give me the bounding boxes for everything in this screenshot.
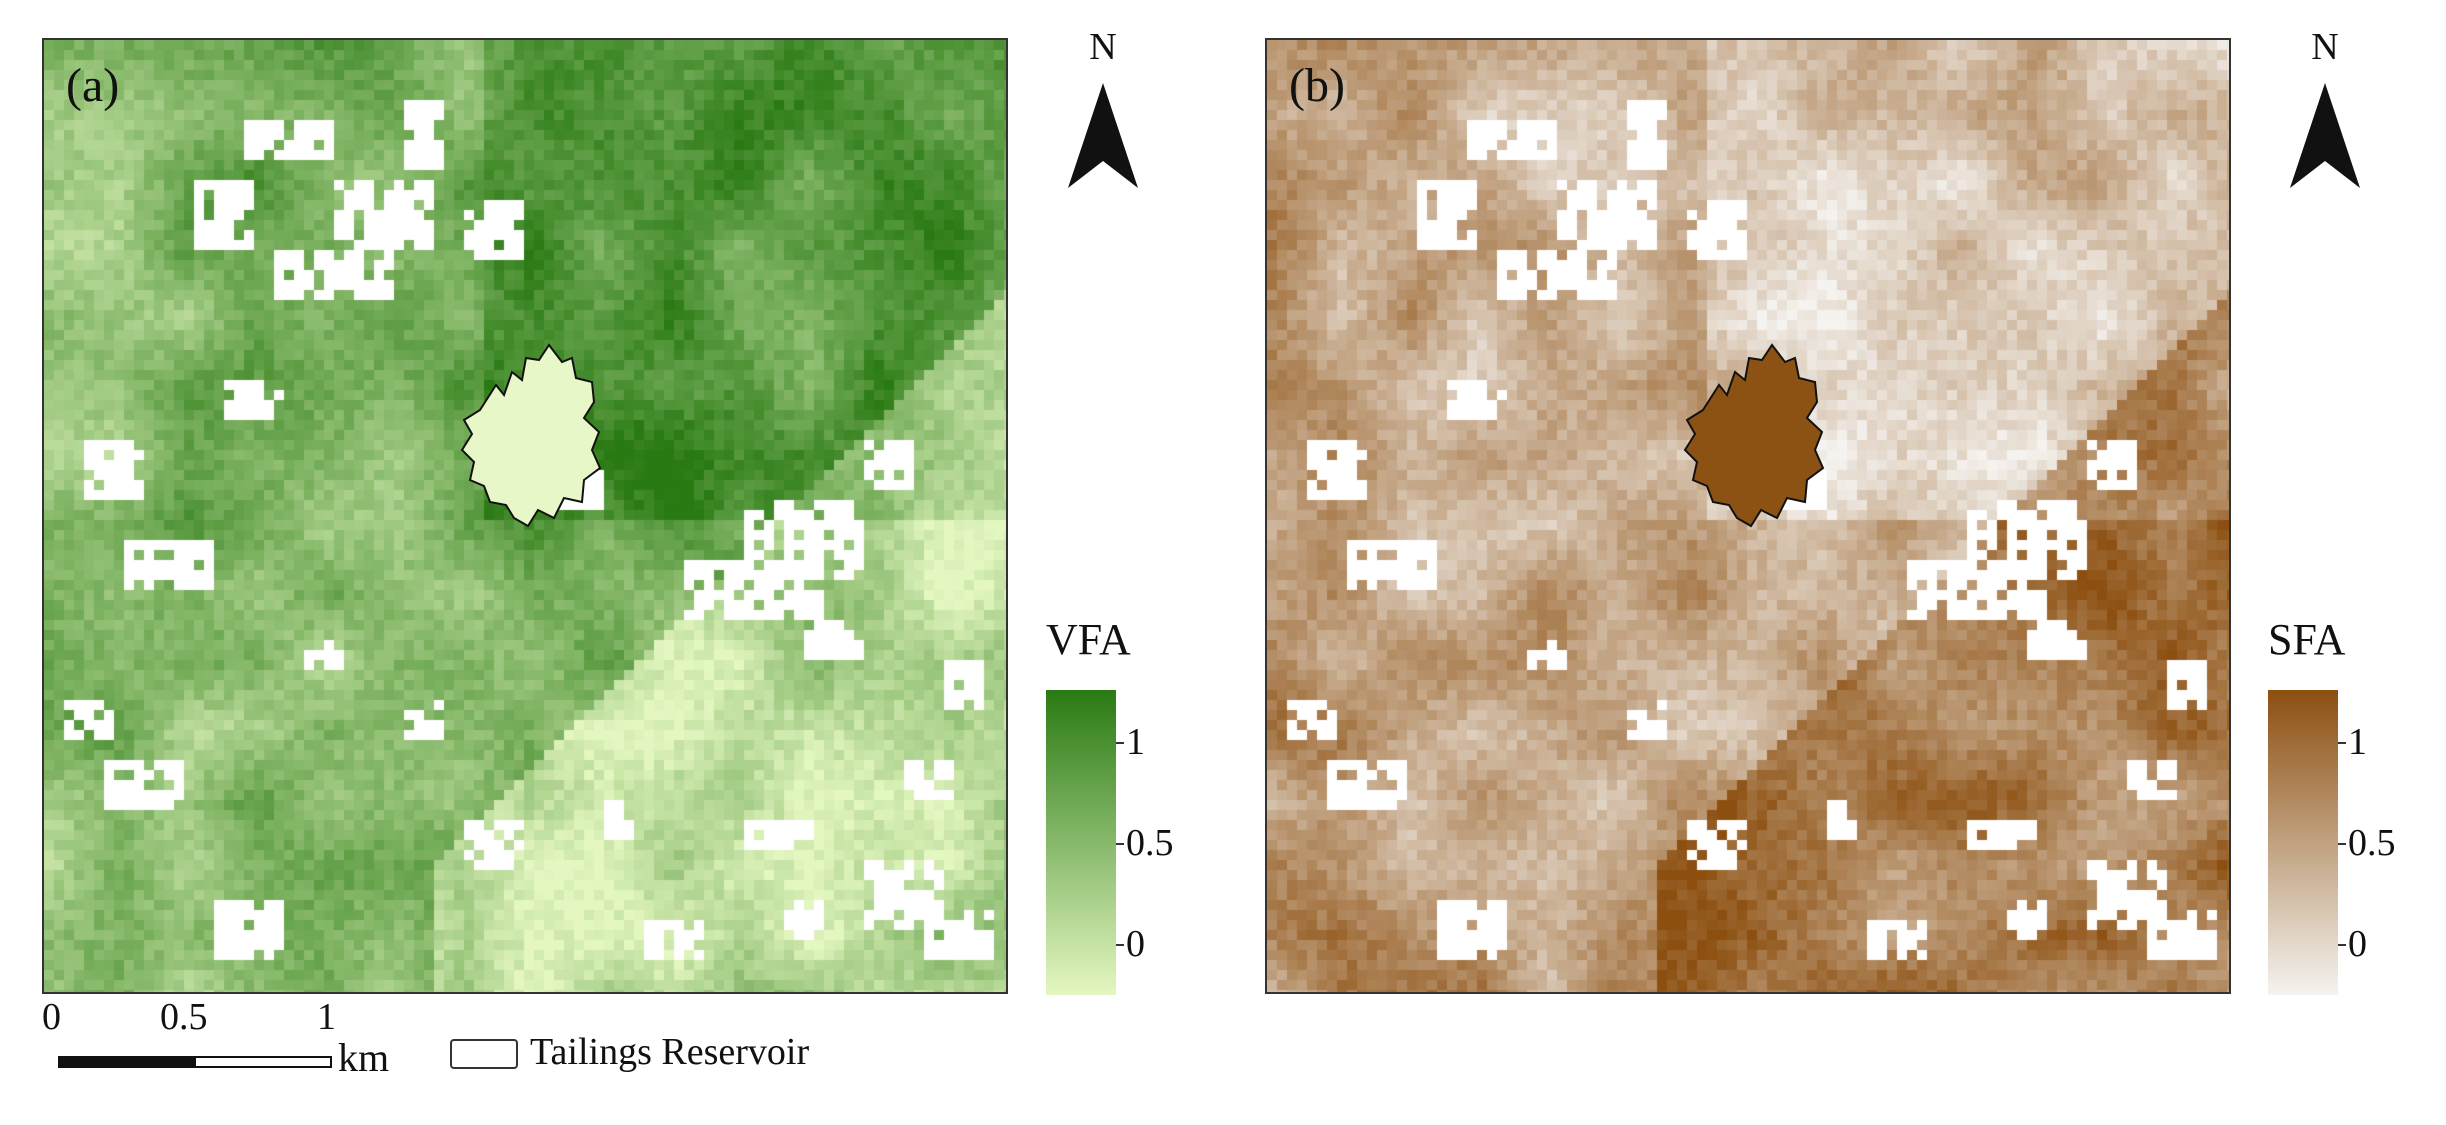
panel-label-b: (b) <box>1289 59 1345 112</box>
sfa-raster <box>1267 40 2229 992</box>
scale-label-0: 0 <box>42 996 61 1038</box>
north-arrow-a: N <box>1048 28 1158 218</box>
scale-label-half: 0.5 <box>160 996 208 1038</box>
vfa-raster <box>44 40 1006 992</box>
legend-tick-b-low: 0 <box>2348 923 2367 965</box>
panel-label-a: (a) <box>66 59 120 112</box>
tailings-reservoir-swatch <box>450 1039 518 1069</box>
scale-label-1: 1 <box>317 996 336 1038</box>
vfa-map: (a) <box>42 38 1008 994</box>
sfa-legend: SFA 1 0.5 0 <box>2268 618 2438 998</box>
scale-unit: km <box>338 1035 390 1080</box>
north-arrow-b: N <box>2270 28 2380 218</box>
legend-tick-b-high: 1 <box>2348 721 2367 763</box>
scale-segment-white <box>194 1056 332 1068</box>
vfa-legend: VFA 1 0.5 0 <box>1046 618 1216 998</box>
legend-tick-a-high: 1 <box>1126 721 1145 763</box>
north-label-a: N <box>1089 26 1117 68</box>
legend-tick-a-mid: 0.5 <box>1126 822 1174 864</box>
legend-title-a: VFA <box>1046 615 1131 664</box>
legend-tick-a-low: 0 <box>1126 923 1145 965</box>
scale-bar: 0 0.5 1 km <box>42 998 442 1088</box>
sfa-map: (b) <box>1265 38 2231 994</box>
tailings-reservoir-outline-a <box>460 343 602 528</box>
legend-tick-b-mid: 0.5 <box>2348 822 2396 864</box>
reservoir-boundary <box>460 343 602 528</box>
scale-segment-black <box>58 1056 196 1068</box>
north-arrow-icon <box>2290 83 2360 188</box>
sfa-color-ramp <box>2268 690 2338 995</box>
tailings-reservoir-label: Tailings Reservoir <box>530 1031 810 1073</box>
north-arrow-icon <box>1068 83 1138 188</box>
legend-title-b: SFA <box>2268 615 2346 664</box>
vfa-color-ramp <box>1046 690 1116 995</box>
reservoir-boundary <box>1683 343 1825 528</box>
tailings-reservoir-outline-b <box>1683 343 1825 528</box>
north-label-b: N <box>2311 26 2339 68</box>
